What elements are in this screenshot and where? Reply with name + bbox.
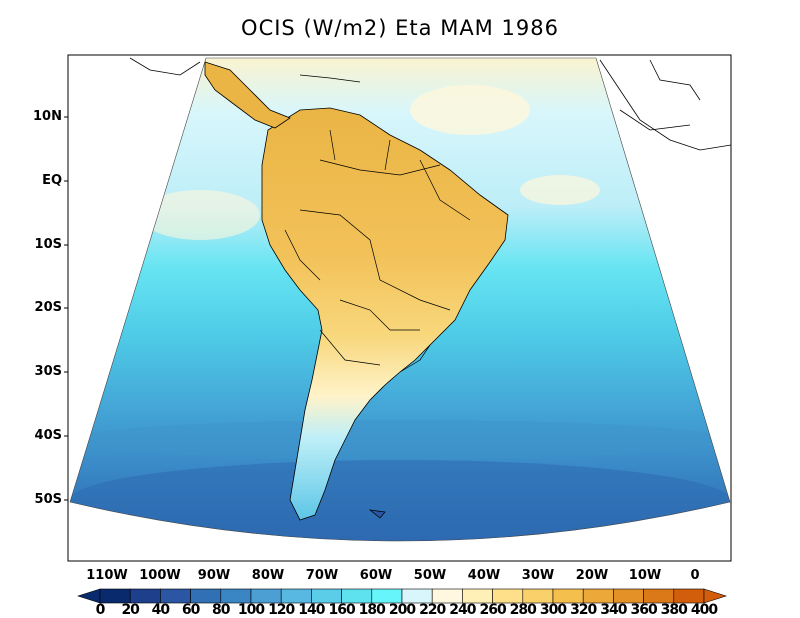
north-america-coastline <box>129 57 201 76</box>
colorbar-segment <box>341 588 373 604</box>
colorbar-tick-label: 60 <box>181 602 200 618</box>
colorbar-segment <box>401 588 433 604</box>
lon-label-60w: 60W <box>359 568 393 583</box>
colorbar-segment <box>129 588 161 604</box>
colorbar-tick-label: 140 <box>298 602 325 618</box>
lon-label-110w: 110W <box>86 568 128 583</box>
south-america-landmass <box>261 107 509 521</box>
colorbar-segment <box>673 588 705 604</box>
colorbar-tick-label: 180 <box>358 602 386 618</box>
colorbar-segment <box>160 588 191 604</box>
colorbar-arrow-low <box>77 588 101 604</box>
lat-label-10n: 10N <box>33 109 62 124</box>
colorbar-tick-label: 400 <box>690 602 718 618</box>
colorbar-segment <box>643 588 675 604</box>
colorbar-tick-label: 100 <box>237 602 265 618</box>
lon-label-90w: 90W <box>197 568 231 583</box>
lat-label-50s: 50S <box>34 492 62 507</box>
colorbar-segment <box>250 588 282 604</box>
domain-outline <box>69 57 731 542</box>
colorbar-tick-label: 200 <box>388 602 416 618</box>
data-domain <box>70 58 730 541</box>
colorbar-tick-label: 120 <box>268 602 295 618</box>
lon-label-10w: 10W <box>628 568 662 583</box>
colorbar-segment <box>280 588 312 604</box>
falkland-islands <box>368 509 386 519</box>
lon-label-50w: 50W <box>413 568 447 583</box>
colorbar-tick-label: 320 <box>570 602 597 618</box>
colorbar-tick-label: 20 <box>121 602 139 618</box>
central-america-landmass <box>204 61 291 129</box>
lat-label-10s: 10S <box>34 237 62 252</box>
colorbar-segment <box>492 588 524 604</box>
lon-label-20w: 20W <box>575 568 609 583</box>
colorbar-tick-label: 80 <box>212 602 230 618</box>
colorbar-segment <box>522 588 554 604</box>
lon-label-40w: 40W <box>467 568 501 583</box>
colorbar-tick-label: 280 <box>509 602 537 618</box>
axis-ticks <box>64 116 68 501</box>
colorbar-tick-label: 260 <box>479 602 506 618</box>
lon-label-80w: 80W <box>251 568 285 583</box>
colorbar-arrow-high <box>703 588 727 604</box>
lat-label-30s: 30S <box>34 364 62 379</box>
colorbar-segment <box>371 588 403 604</box>
colorbar-tick-label: 240 <box>449 602 476 618</box>
colorbar-segment <box>311 588 342 604</box>
colorbar-segment <box>190 588 222 604</box>
lat-label-eq: EQ <box>42 173 62 188</box>
map-title: OCIS (W/m2) Eta MAM 1986 <box>241 16 559 40</box>
colorbar-tick-label: 300 <box>539 602 567 618</box>
lon-label-100w: 100W <box>139 568 181 583</box>
colorbar-segment <box>462 588 493 604</box>
country-borders <box>284 129 471 373</box>
africa-coastline <box>599 59 732 151</box>
colorbar-segment <box>552 588 584 604</box>
colorbar-segment <box>613 588 644 604</box>
colorbar-tick-label: 220 <box>419 602 446 618</box>
colorbar-tick-label: 380 <box>660 602 688 618</box>
colorbar-tick-label: 0 <box>95 602 106 618</box>
lat-label-40s: 40S <box>34 428 62 443</box>
colorbar-segment <box>582 588 614 604</box>
lon-label-70w: 70W <box>305 568 339 583</box>
colorbar-segment <box>220 588 252 604</box>
lat-label-20s: 20S <box>34 300 62 315</box>
colorbar-tick-label: 360 <box>630 602 657 618</box>
colorbar-segment <box>431 588 463 604</box>
colorbar-tick-label: 160 <box>328 602 355 618</box>
colorbar-tick-label: 340 <box>600 602 627 618</box>
colorbar-segment <box>99 588 131 604</box>
lon-label-0: 0 <box>690 568 700 583</box>
lon-label-30w: 30W <box>521 568 555 583</box>
colorbar-tick-label: 40 <box>151 602 170 618</box>
